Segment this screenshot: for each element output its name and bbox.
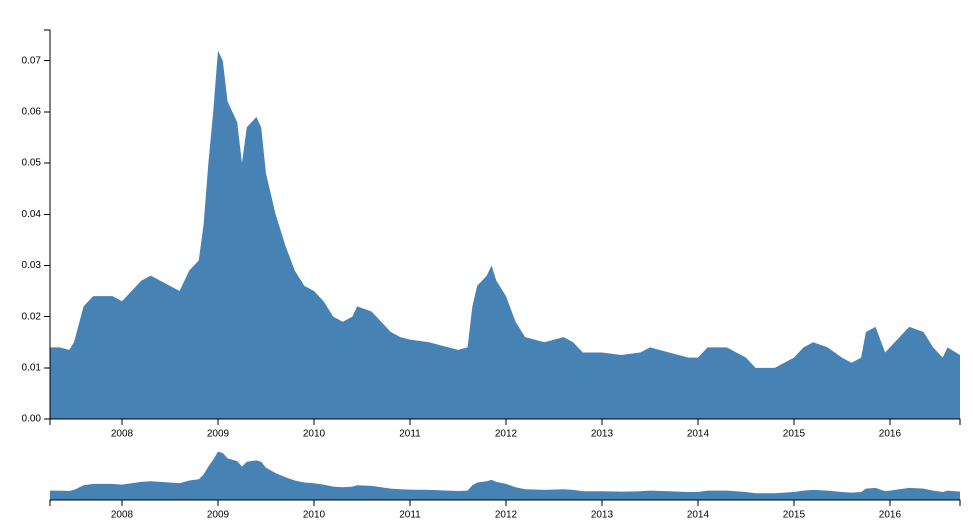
y-tick-label: 0.00: [22, 414, 42, 425]
x-axis-line: [49, 418, 961, 425]
y-axis-line: [44, 29, 51, 420]
area: [50, 451, 960, 500]
x-axis-line: [49, 499, 961, 506]
x-tick-label: 2011: [399, 510, 421, 521]
y-tick-label: 0.05: [22, 158, 42, 169]
x-tick-label: 2012: [495, 429, 518, 440]
area: [50, 50, 960, 419]
y-tick-label: 0.02: [22, 311, 42, 322]
x-tick-label: 2011: [399, 429, 421, 440]
x-tick-label: 2014: [687, 510, 710, 521]
x-tick-label: 2015: [783, 429, 806, 440]
x-tick-label: 2009: [207, 429, 230, 440]
x-tick-label: 2008: [111, 429, 134, 440]
x-tick-label: 2013: [591, 429, 614, 440]
x-tick-label: 2010: [303, 510, 326, 521]
y-tick-label: 0.03: [22, 260, 42, 271]
x-tick-label: 2016: [879, 429, 902, 440]
x-tick-label: 2009: [207, 510, 230, 521]
y-tick-label: 0.06: [22, 107, 42, 118]
x-tick-label: 2014: [687, 429, 710, 440]
x-tick-label: 2010: [303, 429, 326, 440]
x-tick-label: 2016: [879, 510, 902, 521]
x-tick-label: 2008: [111, 510, 134, 521]
x-tick-label: 2015: [783, 510, 806, 521]
y-tick-label: 0.07: [22, 55, 42, 66]
y-tick-label: 0.01: [22, 362, 42, 373]
x-tick-label: 2012: [495, 510, 518, 521]
y-tick-label: 0.04: [22, 209, 42, 220]
x-tick-label: 2013: [591, 510, 614, 521]
